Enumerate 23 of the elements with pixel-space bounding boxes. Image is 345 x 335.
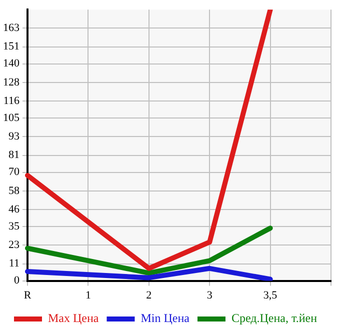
legend-label: Min Цена bbox=[140, 311, 190, 326]
y-tick-label: 105 bbox=[3, 112, 20, 124]
y-tick-label: 128 bbox=[3, 76, 20, 88]
x-tick-label: 3,5 bbox=[263, 289, 278, 302]
y-tick-label: 81 bbox=[8, 149, 20, 162]
y-tick-label: 163 bbox=[3, 22, 20, 34]
x-tick-label: 2 bbox=[146, 289, 152, 302]
y-tick-label: 93 bbox=[8, 130, 20, 143]
y-tick-label: 116 bbox=[3, 94, 20, 107]
x-tick-label: 3 bbox=[206, 289, 213, 302]
y-tick-label: 46 bbox=[8, 203, 20, 216]
y-tick-label: 151 bbox=[3, 40, 20, 53]
y-tick-label: 0 bbox=[14, 274, 20, 287]
y-tick-label: 70 bbox=[8, 166, 20, 178]
y-tick-label: 58 bbox=[8, 184, 20, 197]
legend-label: Max Цена bbox=[48, 311, 100, 326]
y-tick-label: 35 bbox=[8, 220, 20, 232]
x-tick-label: R bbox=[24, 289, 32, 302]
y-tick-label: 11 bbox=[8, 258, 20, 270]
legend-label: Сред.Цена, т.йен bbox=[231, 311, 318, 326]
y-tick-label: 140 bbox=[3, 58, 20, 70]
y-tick-label: 23 bbox=[8, 239, 20, 252]
x-tick-label: 1 bbox=[85, 289, 91, 302]
